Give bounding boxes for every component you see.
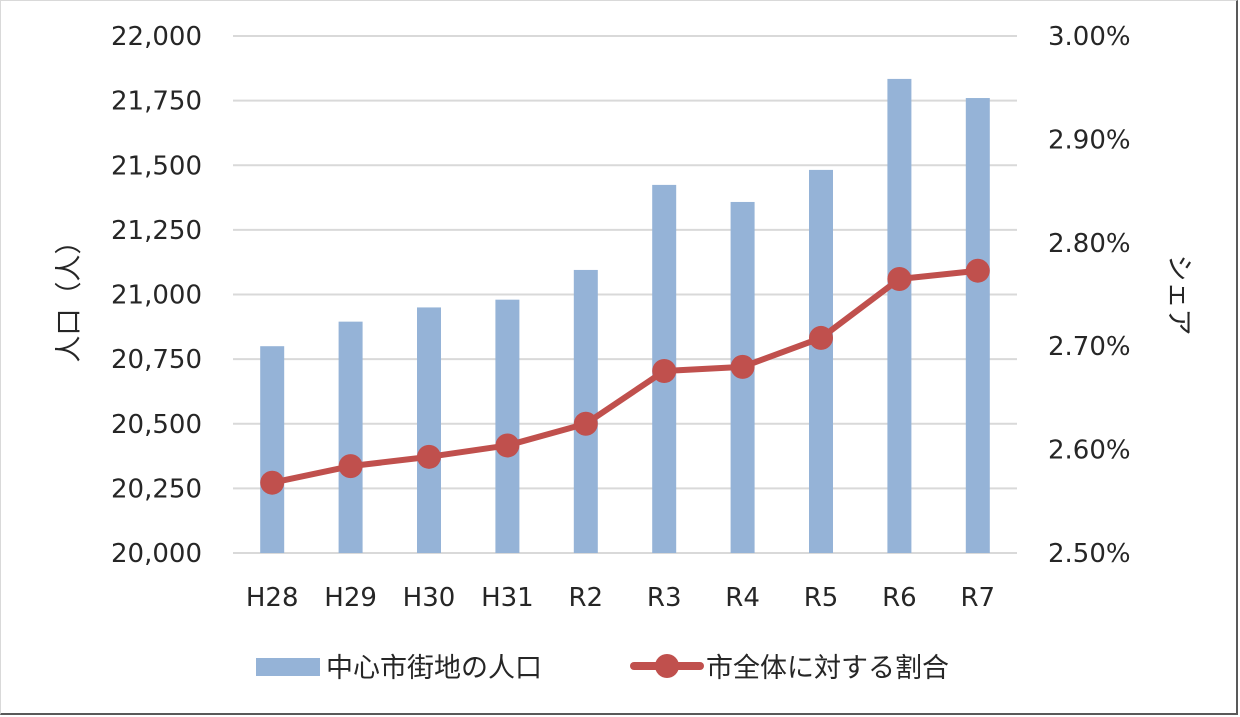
x-category-label: R7 (960, 583, 995, 613)
line-marker-R5 (809, 325, 833, 350)
bar-H29 (338, 321, 363, 553)
bar-R5 (809, 169, 833, 553)
line-marker-H30 (417, 444, 441, 469)
left-axis-ticks: 20,000 20,250 20,500 20,750 21,000 21,250 21,5… (111, 22, 202, 569)
x-category-label: H28 (246, 583, 299, 613)
share-line (271, 267, 979, 486)
left-tick-label: 20,500 (111, 410, 202, 440)
legend-line-label: 市全体に対する割合 (706, 653, 949, 684)
gridlines (233, 35, 1017, 554)
legend: 中心市街地の人口 市全体に対する割合 (256, 653, 949, 684)
bar-H30 (417, 307, 441, 553)
x-axis-categories: H28 H29 H30 H31 R2 R3 R4 R5 R6 R7 (246, 583, 995, 613)
line-series (260, 258, 990, 495)
legend-bar-swatch (256, 658, 320, 676)
right-tick-label: 2.60% (1048, 436, 1131, 466)
x-category-label: R4 (725, 583, 760, 613)
left-tick-label: 20,750 (111, 345, 202, 375)
left-tick-label: 21,750 (111, 87, 202, 117)
x-category-label: R2 (568, 583, 603, 613)
x-category-label: R6 (882, 583, 917, 613)
right-tick-label: 3.00% (1048, 22, 1131, 52)
bar-series (260, 78, 990, 553)
left-tick-label: 22,000 (111, 22, 202, 52)
left-axis-title: 人口（人） (54, 228, 85, 363)
x-category-label: R3 (647, 583, 682, 613)
line-marker-R3 (652, 359, 677, 384)
right-axis-ticks: 2.50% 2.60% 2.70% 2.80% 2.90% 3.00% (1048, 22, 1131, 569)
line-marker-R4 (730, 354, 755, 379)
left-tick-label: 20,000 (111, 539, 202, 569)
line-marker-R7 (965, 258, 990, 283)
x-category-label: H29 (324, 583, 377, 613)
left-tick-label: 21,250 (111, 216, 202, 246)
right-tick-label: 2.70% (1048, 332, 1131, 362)
line-marker-H28 (260, 470, 285, 495)
right-axis-title: シェア (1163, 255, 1194, 336)
bar-R2 (573, 269, 598, 553)
line-marker-R6 (887, 266, 912, 291)
left-tick-label: 20,250 (111, 474, 202, 504)
x-category-label: H30 (403, 583, 456, 613)
left-tick-label: 21,000 (111, 281, 202, 311)
bar-R6 (887, 78, 912, 553)
right-tick-label: 2.90% (1048, 125, 1131, 155)
bar-H28 (260, 346, 285, 553)
x-category-label: H31 (481, 583, 534, 613)
legend-bar-label: 中心市街地の人口 (326, 653, 542, 684)
x-category-label: R5 (804, 583, 839, 613)
line-marker-R2 (573, 411, 598, 436)
right-tick-label: 2.50% (1048, 539, 1131, 569)
right-tick-label: 2.80% (1048, 229, 1131, 259)
bar-H31 (495, 299, 520, 553)
bar-R7 (965, 98, 990, 553)
legend-line-marker (655, 654, 679, 678)
line-marker-H29 (338, 454, 363, 479)
line-marker-H31 (495, 433, 520, 458)
left-tick-label: 21,500 (111, 151, 202, 181)
